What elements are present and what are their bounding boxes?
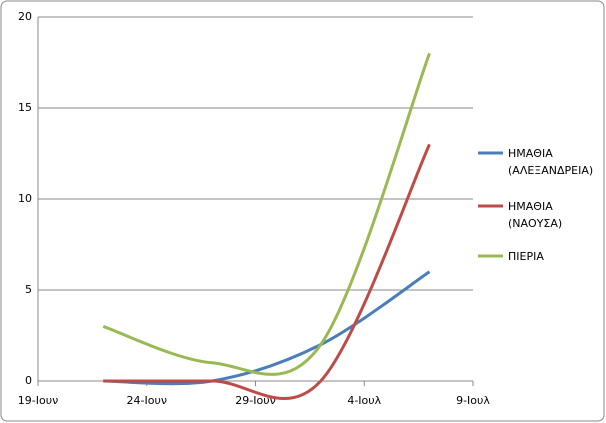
x-tick-label: 9-Ιουλ — [456, 394, 490, 407]
x-tick-label: 19-Ιουν — [18, 394, 58, 407]
x-tick-label: 29-Ιουν — [235, 394, 275, 407]
y-tick-label: 5 — [25, 283, 32, 296]
legend-label: ΗΜΑΘΙΑ (ΝΑΟΥΣΑ) — [508, 200, 563, 230]
y-tick-label: 15 — [18, 101, 32, 114]
series-line — [102, 52, 431, 376]
y-tick-label: 20 — [18, 10, 32, 23]
y-tick-label: 0 — [25, 374, 32, 387]
series-line — [103, 270, 431, 386]
x-tick-label: 4-Ιουλ — [347, 394, 381, 407]
y-tick-label: 10 — [18, 192, 32, 205]
series-line — [103, 143, 431, 401]
x-tick-label: 24-Ιουν — [127, 394, 167, 407]
legend-label: ΠΙΕΡΙΑ — [508, 250, 544, 263]
legend-label: ΗΜΑΘΙΑ (ΑΛΕΞΑΝΔΡΕΙΑ) — [508, 147, 594, 177]
